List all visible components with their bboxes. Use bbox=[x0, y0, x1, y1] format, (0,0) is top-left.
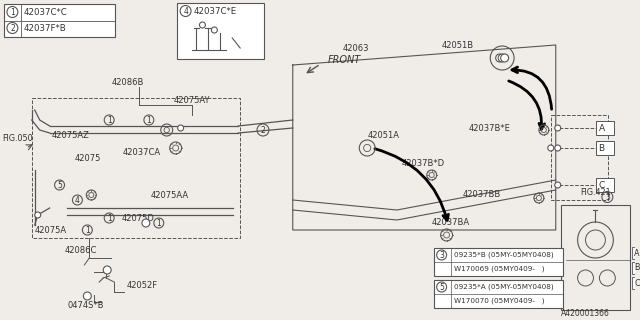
Text: 4: 4 bbox=[75, 196, 80, 204]
Text: 42075: 42075 bbox=[74, 154, 101, 163]
Text: 42086C: 42086C bbox=[65, 245, 97, 254]
Text: 09235*B (05MY-05MY0408): 09235*B (05MY-05MY0408) bbox=[454, 252, 553, 258]
Text: 42037BB: 42037BB bbox=[463, 189, 500, 198]
FancyBboxPatch shape bbox=[632, 277, 640, 289]
Text: 42037C*C: 42037C*C bbox=[24, 7, 68, 17]
Text: 42037BA: 42037BA bbox=[432, 218, 470, 227]
FancyBboxPatch shape bbox=[596, 178, 614, 192]
Text: 42037F*B: 42037F*B bbox=[24, 23, 67, 33]
FancyBboxPatch shape bbox=[632, 247, 640, 259]
Circle shape bbox=[500, 54, 509, 62]
Text: 42075AZ: 42075AZ bbox=[52, 131, 90, 140]
Text: 1: 1 bbox=[107, 116, 111, 124]
Text: 42052F: 42052F bbox=[127, 281, 158, 290]
Text: 0474S*B: 0474S*B bbox=[67, 300, 104, 309]
Circle shape bbox=[211, 27, 218, 33]
Text: B: B bbox=[598, 143, 605, 153]
FancyBboxPatch shape bbox=[632, 262, 640, 274]
Text: 1: 1 bbox=[147, 116, 151, 124]
Text: 5: 5 bbox=[57, 180, 62, 189]
Text: 2: 2 bbox=[260, 125, 266, 134]
Text: 42051A: 42051A bbox=[367, 131, 399, 140]
Text: 42037CA: 42037CA bbox=[123, 148, 161, 156]
Circle shape bbox=[555, 182, 561, 188]
Circle shape bbox=[35, 212, 41, 218]
Text: 42075D: 42075D bbox=[122, 213, 155, 222]
Circle shape bbox=[498, 54, 506, 62]
FancyBboxPatch shape bbox=[434, 280, 563, 308]
Text: 1: 1 bbox=[85, 226, 90, 235]
Text: 42075AY: 42075AY bbox=[173, 95, 210, 105]
Circle shape bbox=[555, 145, 561, 151]
Text: 42063: 42063 bbox=[342, 44, 369, 52]
Text: 1: 1 bbox=[10, 7, 15, 17]
Text: A420001366: A420001366 bbox=[561, 308, 609, 317]
Text: 42086B: 42086B bbox=[111, 77, 143, 86]
FancyBboxPatch shape bbox=[434, 248, 563, 276]
Circle shape bbox=[178, 125, 184, 131]
Circle shape bbox=[555, 125, 561, 131]
Text: 42075AA: 42075AA bbox=[151, 190, 189, 199]
Text: 4: 4 bbox=[183, 6, 188, 15]
Text: 42075A: 42075A bbox=[35, 226, 67, 235]
Text: 5: 5 bbox=[439, 283, 444, 292]
FancyBboxPatch shape bbox=[596, 141, 614, 155]
Text: 3: 3 bbox=[605, 193, 610, 202]
Circle shape bbox=[103, 266, 111, 274]
Circle shape bbox=[200, 22, 205, 28]
Text: C: C bbox=[598, 180, 605, 189]
Text: 1: 1 bbox=[107, 213, 111, 222]
Text: 42037B*E: 42037B*E bbox=[468, 124, 510, 132]
Text: FRONT: FRONT bbox=[328, 55, 361, 65]
Text: 42037C*E: 42037C*E bbox=[193, 6, 237, 15]
FancyBboxPatch shape bbox=[4, 4, 115, 37]
FancyBboxPatch shape bbox=[596, 121, 614, 135]
Circle shape bbox=[142, 219, 150, 227]
Text: 42037B*D: 42037B*D bbox=[402, 158, 445, 167]
Text: 42051B: 42051B bbox=[442, 41, 474, 50]
Text: 1: 1 bbox=[156, 219, 161, 228]
Text: 09235*A (05MY-05MY0408): 09235*A (05MY-05MY0408) bbox=[454, 284, 553, 290]
Text: A: A bbox=[634, 249, 639, 258]
Text: W170070 (05MY0409-   ): W170070 (05MY0409- ) bbox=[454, 298, 544, 304]
Text: A: A bbox=[598, 124, 605, 132]
Text: FIG.050: FIG.050 bbox=[2, 133, 33, 142]
Circle shape bbox=[496, 54, 504, 62]
Text: FIG.421: FIG.421 bbox=[580, 188, 611, 196]
Text: B: B bbox=[634, 263, 639, 273]
Text: 2: 2 bbox=[10, 23, 15, 33]
Text: W170069 (05MY0409-   ): W170069 (05MY0409- ) bbox=[454, 266, 544, 272]
Circle shape bbox=[548, 145, 554, 151]
Circle shape bbox=[83, 292, 92, 300]
Text: 3: 3 bbox=[439, 251, 444, 260]
Text: C: C bbox=[634, 278, 640, 287]
FancyBboxPatch shape bbox=[177, 3, 264, 59]
